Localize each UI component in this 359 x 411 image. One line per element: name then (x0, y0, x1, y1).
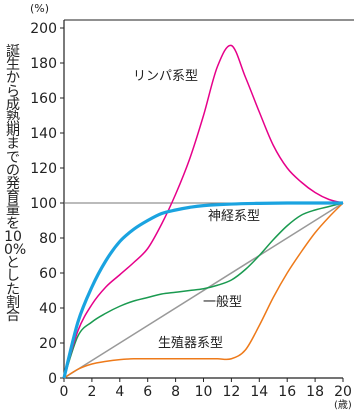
y-tick-label: 140 (30, 126, 57, 142)
x-tick-label: 12 (222, 384, 240, 400)
y-tick-label: 40 (39, 301, 57, 317)
y-tick-label: 180 (30, 56, 57, 72)
y-tick-label: 80 (39, 231, 57, 247)
y-tick-label: 0 (48, 371, 57, 387)
reproductive-line (63, 202, 344, 379)
y-tick-label: 100 (30, 196, 57, 212)
neural-line (62, 201, 343, 379)
series-label: 生殖器系型 (158, 335, 223, 351)
general-line (63, 202, 344, 379)
x-tick-label: 0 (60, 384, 69, 400)
x-tick-label: 6 (143, 384, 152, 400)
series-label: 神経系型 (208, 209, 260, 224)
x-tick-label: 8 (171, 384, 180, 400)
y-tick-label: 120 (30, 161, 57, 177)
diagonal-line (63, 202, 344, 379)
y-unit-label: (%) (30, 2, 50, 15)
y-tick-label: 160 (30, 91, 57, 107)
x-tick-label: 14 (250, 384, 268, 400)
x-tick-label: 18 (306, 384, 324, 400)
x-tick-label: 10 (195, 384, 213, 400)
x-tick-label: 4 (115, 384, 124, 400)
lymphoid-line (63, 44, 344, 379)
y-axis-title: 誕生から成熟期までの発育量を100%とした割合 (4, 44, 27, 325)
x-tick-label: 16 (278, 384, 296, 400)
x-tick-label: 20 (334, 384, 352, 400)
series-label: リンパ系型 (133, 69, 198, 84)
series-label: 一般型 (203, 294, 242, 310)
x-tick-label: 2 (87, 384, 96, 400)
y-tick-label: 60 (39, 266, 57, 282)
y-tick-label: 20 (39, 336, 57, 352)
y-tick-label: 200 (30, 21, 57, 37)
